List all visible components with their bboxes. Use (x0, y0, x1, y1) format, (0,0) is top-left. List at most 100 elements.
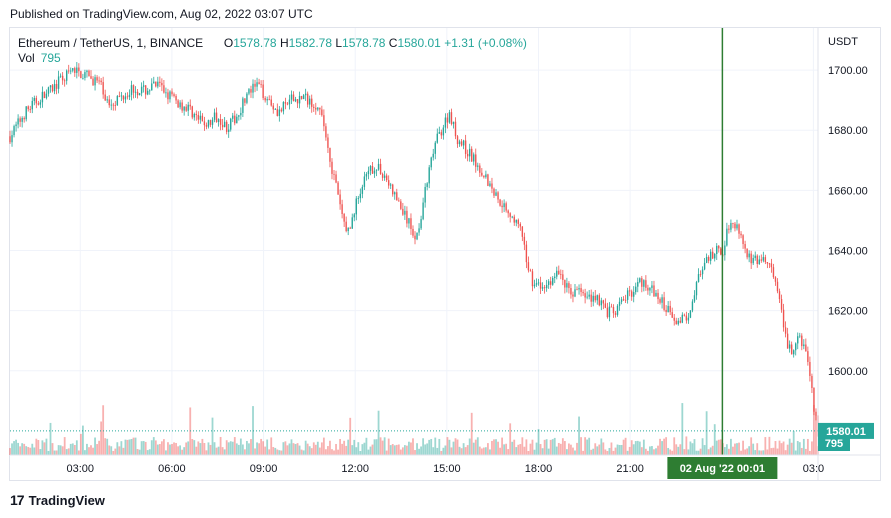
volume-bar (487, 443, 489, 455)
candle-body (537, 282, 540, 284)
chart-frame[interactable] (9, 27, 881, 481)
candle-body (418, 228, 420, 233)
candle-body (55, 83, 58, 89)
candle-body (657, 292, 659, 300)
candle-body (379, 163, 382, 174)
volume-bar (49, 422, 52, 455)
candle-body (106, 99, 108, 101)
volume-bar (794, 450, 797, 455)
volume-bar (638, 441, 641, 455)
x-tick-label: 03:00 (66, 463, 94, 475)
candle-body (590, 294, 592, 302)
candle-body (545, 284, 548, 289)
volume-bar (450, 447, 453, 455)
candle-body (66, 70, 68, 81)
candle-body (533, 284, 536, 287)
volume-bar (576, 442, 578, 455)
volume-bar (727, 448, 730, 455)
candle-body (193, 113, 195, 118)
candle-body (422, 202, 424, 220)
candle-body (807, 351, 809, 362)
volume-bar (31, 443, 34, 455)
candle-body (560, 274, 562, 275)
volume-bar (300, 449, 303, 455)
candle-body (375, 169, 378, 171)
candle-body (404, 210, 406, 215)
volume-bar (418, 448, 420, 455)
volume-bar (229, 441, 232, 455)
volume-bar (209, 444, 212, 455)
volume-bar (397, 444, 400, 455)
candle-body (219, 119, 222, 125)
volume-bar (701, 438, 704, 455)
candle-body (23, 117, 25, 120)
volume-bar (505, 443, 508, 455)
candle-body (679, 320, 681, 323)
candle-body (264, 97, 266, 101)
volume-bar (118, 446, 121, 455)
candle-body (15, 124, 17, 127)
volume-bar (268, 449, 271, 455)
candle-body (626, 290, 629, 300)
candle-body (770, 263, 773, 268)
volume-bar (51, 443, 54, 455)
candle-body (521, 226, 524, 237)
volume-bar (201, 438, 204, 455)
volume-bar (282, 442, 285, 455)
candle-body (126, 96, 129, 98)
x-tick-label: 03:0 (803, 463, 824, 475)
volume-bar (570, 444, 572, 455)
candle-body (630, 291, 633, 297)
candle-body (173, 94, 175, 96)
volume-bar (549, 439, 552, 455)
candle-body (149, 90, 151, 92)
candle-body (288, 99, 291, 105)
candle-body (762, 257, 765, 261)
candle-body (507, 210, 509, 214)
candle-body (788, 344, 791, 349)
volume-bar (608, 447, 611, 455)
candle-body (153, 81, 155, 84)
low-value: 1578.78 (342, 36, 386, 50)
candle-body (211, 119, 214, 125)
volume-bar (406, 445, 408, 455)
volume-bar (798, 442, 801, 455)
candle-body (147, 90, 149, 95)
tradingview-brand[interactable]: 17 TradingView (10, 492, 105, 508)
volume-bar (98, 440, 101, 455)
candle-body (39, 102, 42, 105)
candle-body (197, 114, 200, 120)
candle-body (764, 257, 767, 263)
candle-body (349, 227, 351, 229)
volume-bar (341, 443, 344, 455)
volume-bar (19, 446, 22, 455)
volume-bar (11, 443, 13, 455)
volume-bar (691, 443, 694, 455)
candle-body (213, 112, 216, 120)
volume-bar (274, 447, 277, 455)
candle-body (740, 233, 742, 236)
volume-bar (568, 443, 570, 455)
volume-bar (513, 439, 516, 455)
candle-body (697, 274, 700, 283)
candle-body (705, 257, 708, 263)
candle-body (189, 104, 191, 107)
volume-bar (349, 417, 352, 455)
volume-bar (288, 443, 291, 455)
volume-bar (156, 444, 159, 455)
candle-body (185, 106, 187, 111)
volume-bar (227, 442, 230, 455)
volume-bar (466, 445, 469, 455)
candle-body (432, 153, 434, 158)
volume-bar (655, 448, 657, 455)
candle-body (282, 102, 285, 112)
candle-body (406, 210, 408, 224)
volume-bar (276, 449, 279, 455)
candle-body (250, 89, 252, 93)
volume-bar (559, 443, 562, 455)
candle-body (274, 109, 276, 110)
volume-bar (804, 448, 807, 455)
candle-body (661, 297, 663, 303)
volume-bar (138, 449, 141, 455)
